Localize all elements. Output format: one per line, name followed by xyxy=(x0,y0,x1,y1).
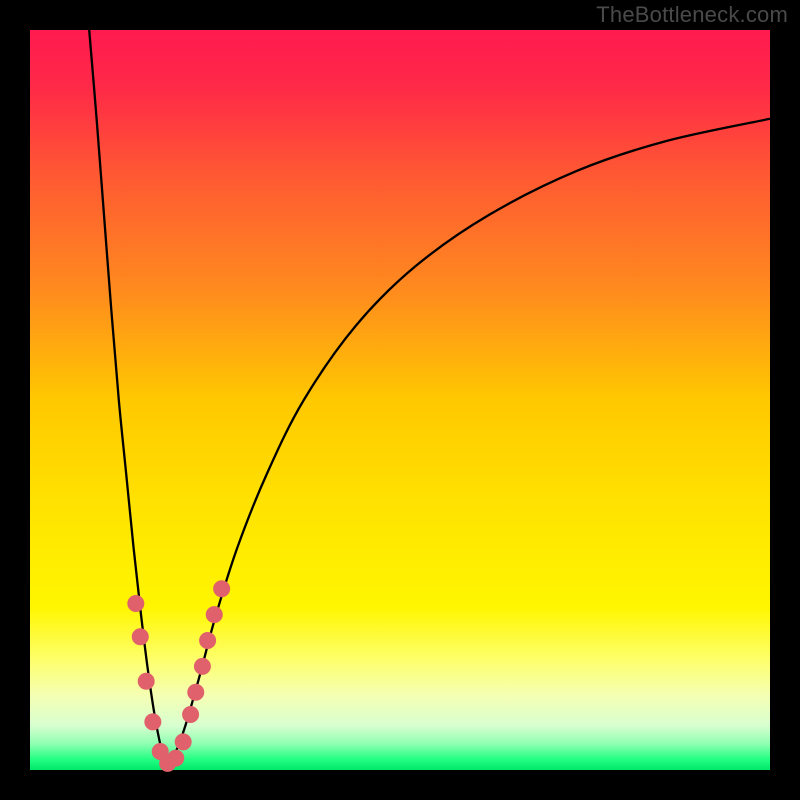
data-point xyxy=(214,581,230,597)
data-point xyxy=(145,714,161,730)
data-point xyxy=(183,707,199,723)
data-point xyxy=(200,633,216,649)
data-point xyxy=(194,658,210,674)
chart-frame: TheBottleneck.com xyxy=(0,0,800,800)
data-point xyxy=(132,629,148,645)
watermark-text: TheBottleneck.com xyxy=(596,2,788,28)
data-point xyxy=(206,607,222,623)
data-point xyxy=(138,673,154,689)
data-point xyxy=(188,684,204,700)
bottleneck-chart xyxy=(0,0,800,800)
plot-background xyxy=(30,30,770,770)
data-point xyxy=(175,734,191,750)
data-point xyxy=(128,596,144,612)
data-point xyxy=(168,750,184,766)
